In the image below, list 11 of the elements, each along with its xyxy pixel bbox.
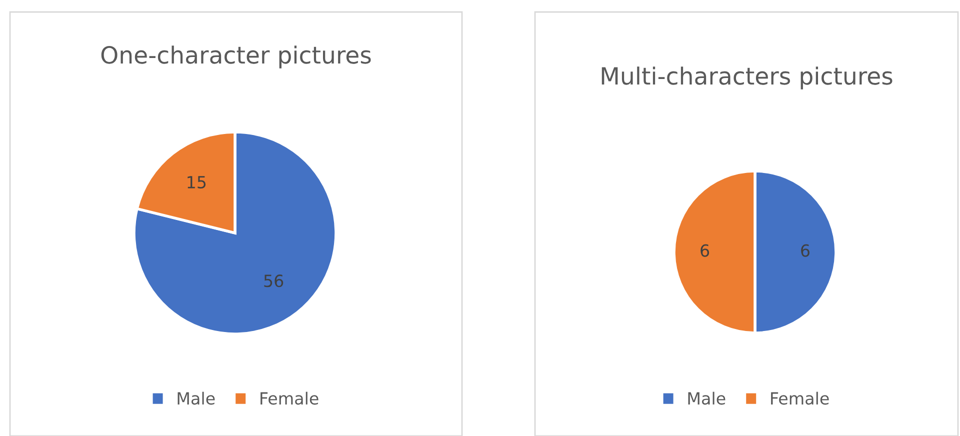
data-label: 15 bbox=[188, 176, 206, 189]
legend-label: Male bbox=[688, 392, 726, 405]
data-label: 6 bbox=[700, 244, 710, 257]
data-label: 56 bbox=[264, 274, 284, 288]
chart-title: Multi-characters pictures bbox=[602, 66, 892, 90]
legend-label: Female bbox=[260, 392, 318, 405]
legend-label: Female bbox=[771, 392, 829, 405]
chart-title: One-character pictures bbox=[101, 46, 371, 68]
pie-slice bbox=[132, 130, 338, 336]
legend-label: Male bbox=[178, 392, 215, 405]
data-label: 6 bbox=[801, 244, 810, 257]
